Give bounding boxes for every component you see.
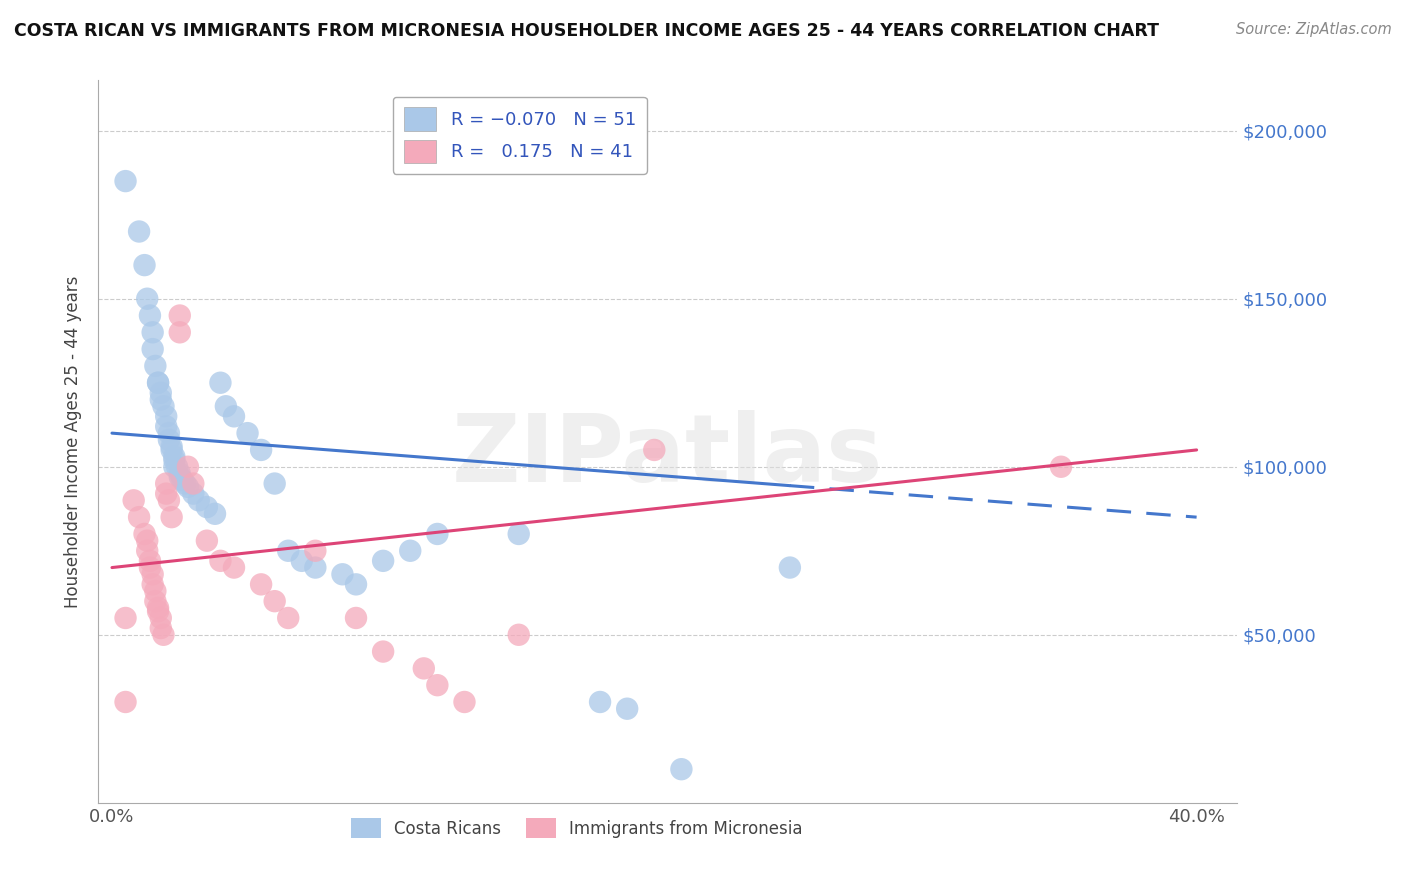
Point [304,543,326,558]
Point [155,486,177,500]
Point [344,611,367,625]
Point [169,326,191,340]
Point [139,554,162,568]
Point [277,543,299,558]
Point [157,433,180,447]
Point [263,594,285,608]
Point [114,695,136,709]
Legend: Costa Ricans, Immigrants from Micronesia: Costa Ricans, Immigrants from Micronesia [344,812,810,845]
Point [215,399,238,413]
Point [134,527,156,541]
Point [399,543,422,558]
Point [152,399,174,413]
Point [291,554,314,568]
Point [169,309,191,323]
Point [142,577,165,591]
Point [195,533,218,548]
Point [508,628,530,642]
Point [128,225,150,239]
Point [136,543,159,558]
Point [157,426,180,441]
Point [169,470,191,484]
Point [149,392,172,407]
Point [236,426,259,441]
Point [177,480,200,494]
Point [114,174,136,188]
Point [204,507,226,521]
Point [169,467,191,481]
Point [187,493,209,508]
Point [426,678,449,692]
Point [163,453,186,467]
Point [142,567,165,582]
Point [263,476,285,491]
Point [142,326,165,340]
Point [114,611,136,625]
Point [508,527,530,541]
Point [160,442,183,457]
Point [250,442,273,457]
Point [122,493,145,508]
Point [412,661,434,675]
Point [136,292,159,306]
Point [146,376,169,390]
Point [146,604,169,618]
Point [671,762,693,776]
Point [152,628,174,642]
Point [166,459,188,474]
Point [371,644,394,658]
Point [136,533,159,548]
Point [195,500,218,514]
Point [155,409,177,424]
Point [145,594,167,608]
Point [183,486,205,500]
Point [426,527,449,541]
Point [209,554,232,568]
Point [139,560,162,574]
Text: Source: ZipAtlas.com: Source: ZipAtlas.com [1236,22,1392,37]
Point [277,611,299,625]
Point [250,577,273,591]
Point [146,600,169,615]
Point [1050,459,1073,474]
Point [304,560,326,574]
Point [145,584,167,599]
Text: ZIPatlas: ZIPatlas [453,410,883,502]
Point [160,440,183,454]
Point [142,342,165,356]
Y-axis label: Householder Income Ages 25 - 44 years: Householder Income Ages 25 - 44 years [65,276,83,607]
Point [145,359,167,373]
Point [160,510,183,524]
Point [172,473,194,487]
Point [149,385,172,400]
Point [128,510,150,524]
Point [332,567,354,582]
Point [134,258,156,272]
Point [779,560,801,574]
Point [589,695,612,709]
Point [344,577,367,591]
Point [209,376,232,390]
Point [177,459,200,474]
Point [163,450,186,464]
Point [371,554,394,568]
Point [163,459,186,474]
Point [183,476,205,491]
Point [222,409,245,424]
Point [146,376,169,390]
Point [155,476,177,491]
Point [616,702,638,716]
Point [222,560,245,574]
Point [453,695,475,709]
Point [149,621,172,635]
Point [139,309,162,323]
Point [157,493,180,508]
Point [149,611,172,625]
Text: COSTA RICAN VS IMMIGRANTS FROM MICRONESIA HOUSEHOLDER INCOME AGES 25 - 44 YEARS : COSTA RICAN VS IMMIGRANTS FROM MICRONESI… [14,22,1159,40]
Point [155,419,177,434]
Point [174,476,197,491]
Point [643,442,665,457]
